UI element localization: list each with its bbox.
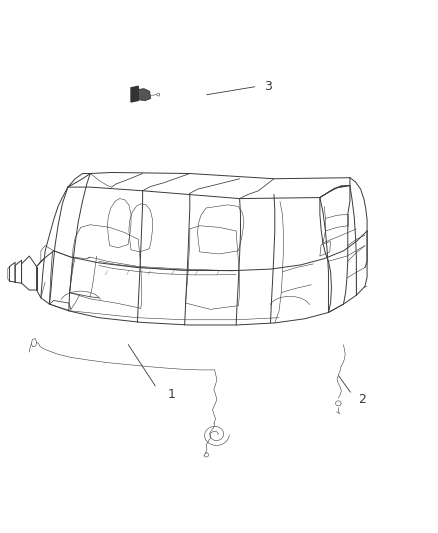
Text: 1: 1 <box>167 388 175 401</box>
Text: 3: 3 <box>264 80 272 93</box>
Polygon shape <box>131 86 138 102</box>
Polygon shape <box>138 89 150 100</box>
Text: 2: 2 <box>358 393 366 406</box>
